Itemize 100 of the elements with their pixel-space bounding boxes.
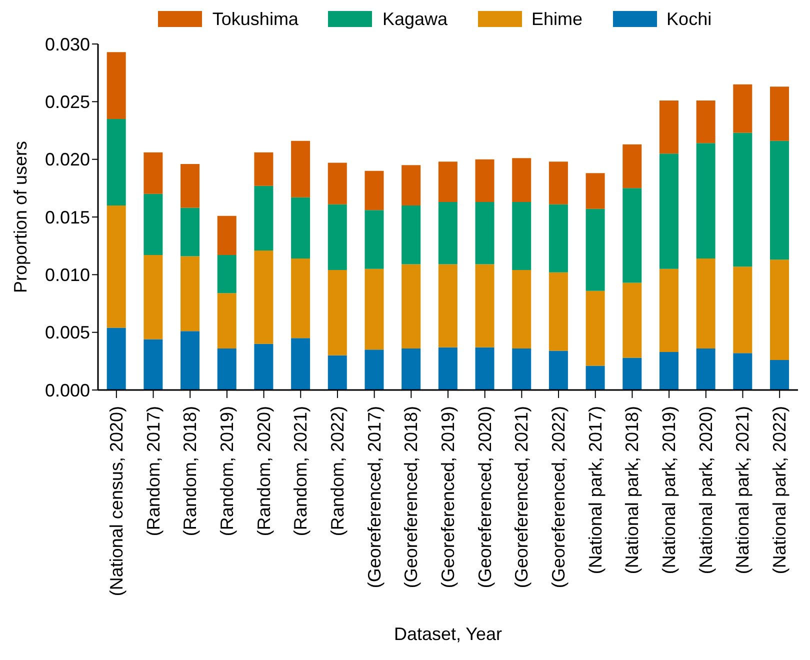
x-tick-label: (Georeferenced, 2017) [364,406,384,588]
bar [770,360,789,390]
bar [438,264,458,348]
y-tick-label: 0.015 [44,207,90,228]
x-tick-label: (Random, 2019) [216,406,237,536]
legend-label: Kagawa [382,8,448,30]
y-axis-title: Proportion of users [10,140,30,294]
x-tick-label: (Georeferenced, 2020) [474,406,495,588]
bar [548,350,568,390]
bar [180,256,200,332]
y-tick-label: 0.020 [44,150,90,170]
bar [733,84,752,133]
x-tick-label: (National park, 2020) [696,406,716,574]
bar [586,366,605,390]
y-tick-label: 0.030 [44,34,90,54]
x-tick-label: (Georeferenced, 2018) [401,406,422,588]
y-tick-label: 0.025 [44,92,90,112]
legend-label: Ehime [532,8,583,30]
x-tick-label: (Georeferenced, 2021) [512,406,532,588]
bar [696,258,716,348]
bar [512,270,532,348]
bar [364,350,384,390]
bar [364,268,384,350]
bar [364,170,384,210]
bar [548,204,568,272]
bar [180,208,200,256]
x-tick-label: (Random, 2022) [327,406,348,536]
x-tick-label: (National park, 2018) [622,406,642,574]
bar [402,165,421,206]
bar [217,255,236,294]
bar [291,197,310,259]
bar [144,194,163,256]
bar [254,186,274,250]
x-tick-label: (National park, 2021) [732,406,753,574]
bar [586,173,605,209]
legend-label: Tokushima [212,8,298,30]
bar [328,162,347,204]
bar [144,152,163,194]
x-tick-label: (Georeferenced, 2019) [438,406,458,588]
bar [475,159,494,202]
bar [622,188,642,283]
bar [402,348,421,390]
bar [659,100,678,154]
bar [328,204,347,270]
bar [733,132,752,267]
bar [438,162,458,202]
bar [180,331,200,390]
x-tick-label: (National park, 2019) [659,406,680,574]
bar [512,348,532,390]
bar [475,347,494,390]
bar [475,202,494,264]
bar [770,140,789,260]
y-tick-label: 0.010 [44,265,90,286]
bar [622,282,642,358]
x-tick-label: (Georeferenced, 2022) [548,406,569,588]
y-tick-label: 0.005 [44,322,90,343]
y-tick-label: 0.000 [44,380,90,400]
bar [659,154,678,269]
bar [291,140,310,198]
bar [106,205,126,328]
bar [770,260,789,360]
bar [291,258,310,338]
bar [291,338,310,390]
bar [586,208,605,291]
bar [217,293,236,348]
x-axis-title: Dataset, Year [394,624,502,644]
bar [438,202,458,264]
legend-label: Kochi [666,8,712,30]
bar [106,118,126,206]
bar [106,52,126,119]
bar [328,355,347,390]
x-tick-label: (Random, 2018) [180,406,200,536]
bar [512,158,532,202]
bar [696,100,716,144]
bar [438,347,458,390]
bar [475,264,494,348]
bar [254,344,274,390]
bar [328,270,347,356]
bar [144,339,163,390]
bar [733,266,752,354]
x-tick-label: (National park, 2022) [770,406,790,574]
bar [548,162,568,204]
bar [217,348,236,390]
bar [364,210,384,269]
bar [586,290,605,366]
bar [659,268,678,352]
x-tick-label: (Random, 2020) [254,406,274,536]
bar [733,353,752,390]
bar [622,144,642,188]
bar [180,164,200,208]
bar [622,358,642,390]
bar [548,272,568,351]
bar [696,143,716,259]
x-tick-label: (Random, 2017) [143,406,164,536]
bar [659,352,678,390]
bar [217,216,236,256]
bar [254,250,274,344]
x-tick-label: (National census, 2020) [106,406,126,596]
bar [512,202,532,270]
bar [696,348,716,390]
